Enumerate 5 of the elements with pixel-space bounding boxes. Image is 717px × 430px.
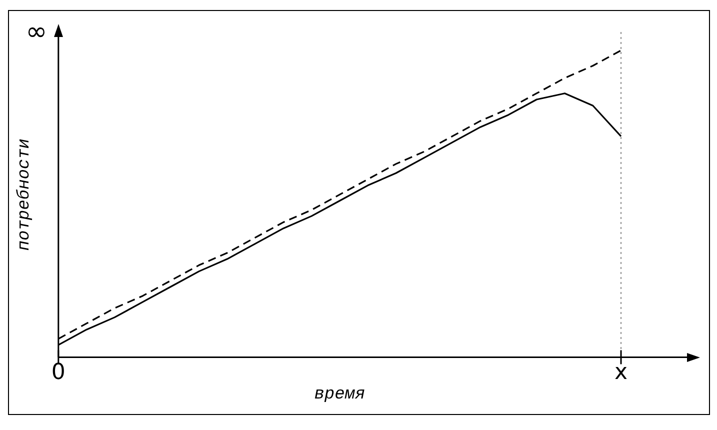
y-axis-title: потребности <box>16 138 35 251</box>
x-tick-label: 0 <box>51 360 66 386</box>
text: ∞ <box>26 16 48 47</box>
x-tick-label: x <box>614 360 628 386</box>
x-axis-title: время <box>314 385 366 404</box>
